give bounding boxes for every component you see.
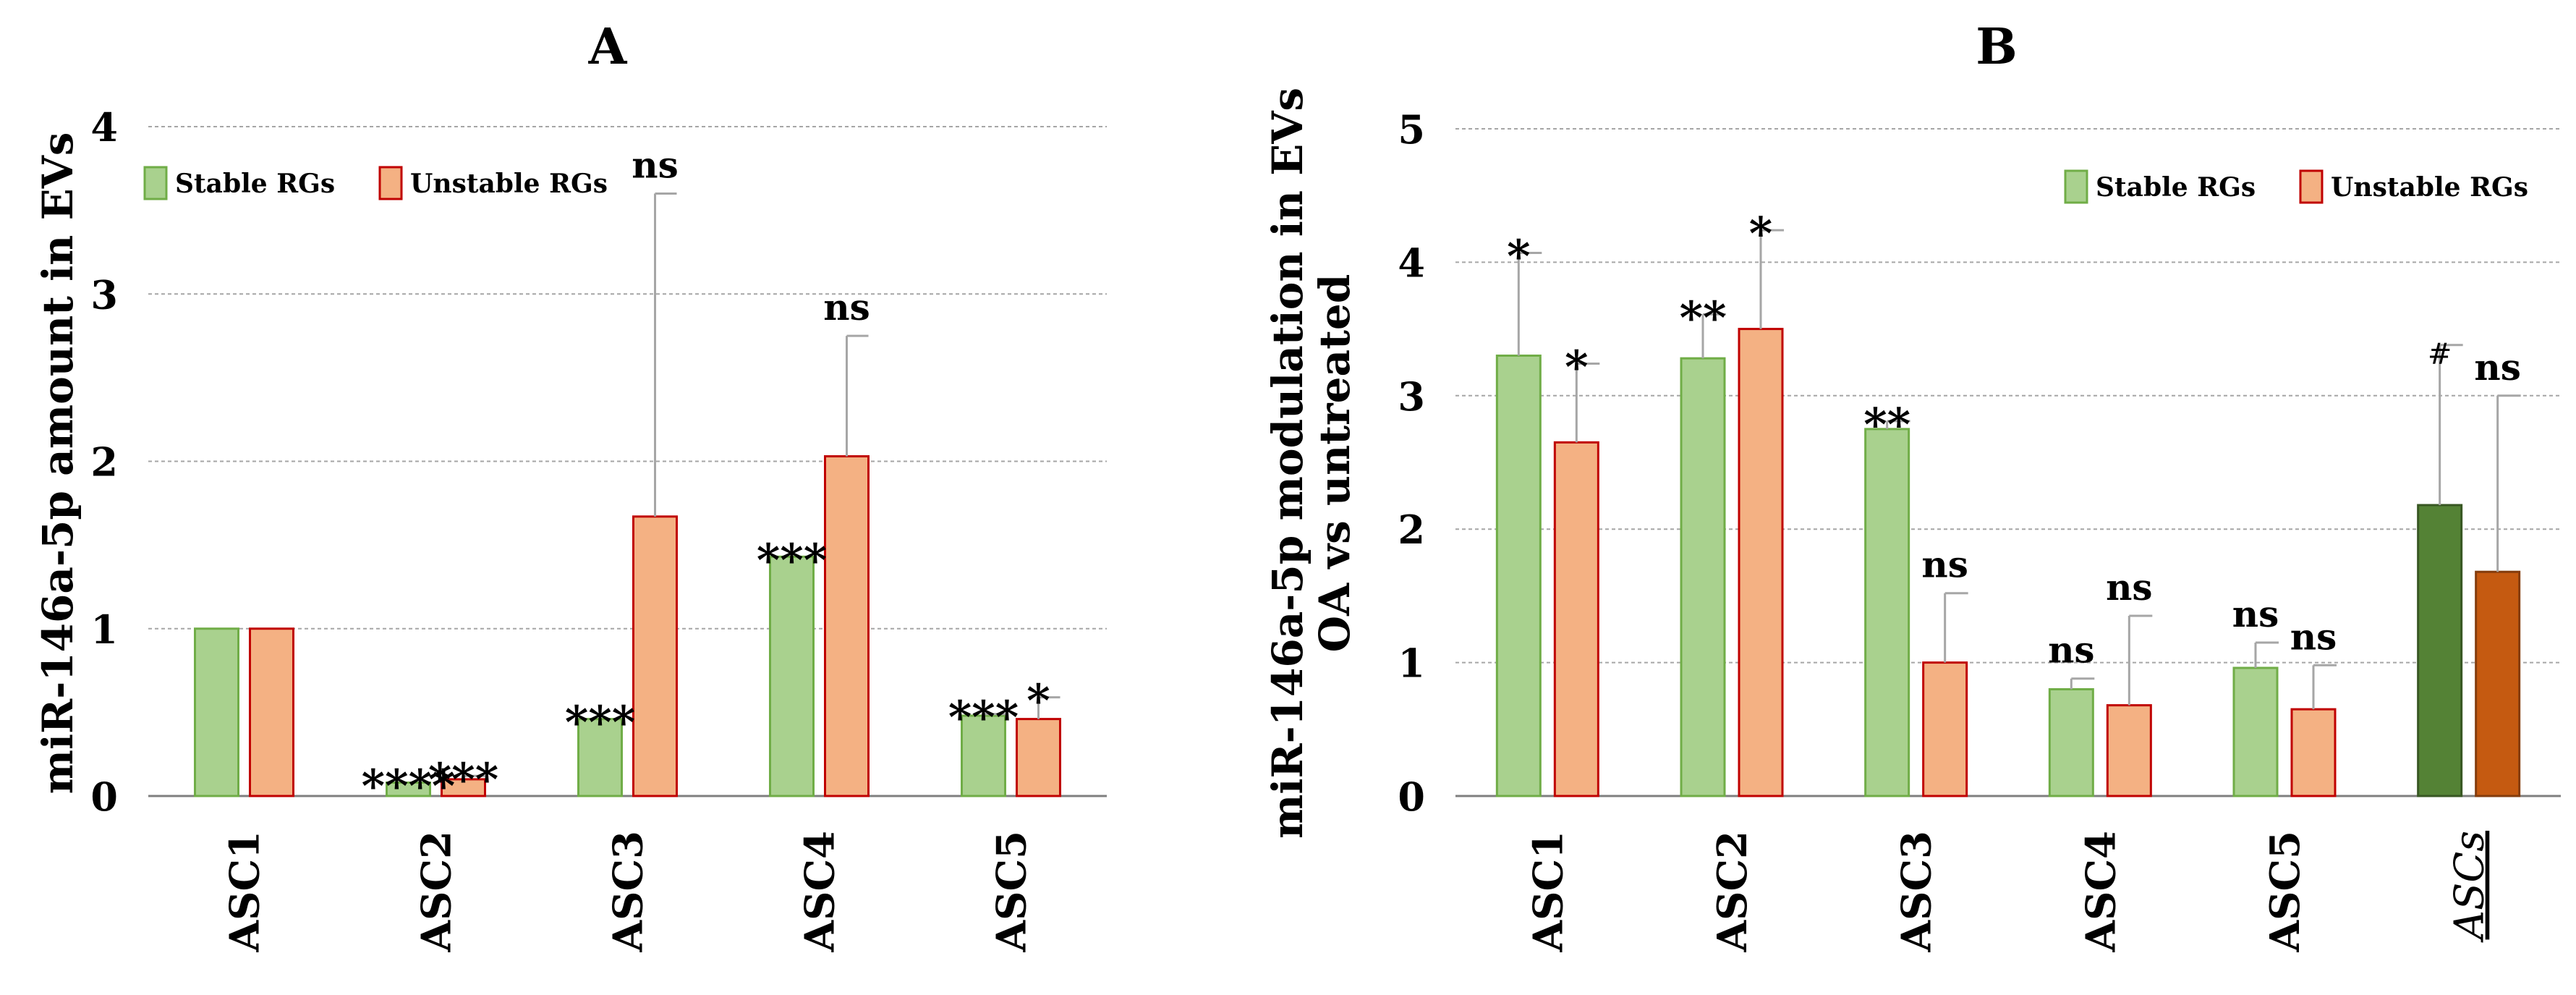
x-tick-label-asc5: ASC5 xyxy=(988,831,1036,952)
bar-unstable-asc5 xyxy=(1016,718,1061,797)
significance-label: ** xyxy=(1680,291,1727,344)
bar-stable-asc4 xyxy=(769,555,815,797)
legend-swatch-stable xyxy=(143,166,168,200)
significance-label: *** xyxy=(757,533,827,586)
panel-b-bars xyxy=(1495,328,2521,797)
y-tick-label: 5 xyxy=(1398,106,1425,153)
panel-b-title: B xyxy=(1976,18,2017,76)
bar-stable-asc5 xyxy=(961,714,1006,797)
significance-label: *** xyxy=(428,753,498,805)
x-tick-label-asc3: ASC3 xyxy=(605,831,652,952)
bar-unstable-asc2 xyxy=(1738,328,1784,797)
x-tick-label-asc5: ASC5 xyxy=(2261,831,2309,952)
x-tick-label-asc4: ASC4 xyxy=(796,831,844,952)
y-tick-label: 2 xyxy=(1398,507,1425,553)
significance-label: *** xyxy=(948,691,1019,744)
significance-label: # xyxy=(2428,338,2452,371)
bar-unstable-asc4 xyxy=(2106,704,2152,797)
significance-label: * xyxy=(1507,229,1530,282)
legend-label-stable: Stable RGs xyxy=(2096,172,2256,203)
significance-label: ns xyxy=(2232,593,2279,635)
panel-a-ylabel: miR-146a-5p amount in EVs xyxy=(33,132,82,795)
panel-a-error-bars xyxy=(462,192,1060,779)
y-tick-label: 1 xyxy=(1398,640,1425,687)
bar-stable-asc5 xyxy=(2232,666,2279,797)
legend-label-unstable: Unstable RGs xyxy=(2331,172,2528,203)
panel-b-x-tick-labels: ASC1 ASC2 ASC3 ASC4 ASC5 ASCs xyxy=(1524,831,2493,952)
panel-a-legend: Stable RGs Unstable RGs xyxy=(143,166,608,200)
panel-b-gridlines xyxy=(1455,128,2561,797)
panel-a-significance-labels: **********ns***ns*** * xyxy=(362,144,1050,813)
legend-swatch-unstable xyxy=(378,166,403,200)
bar-unstable-asc3 xyxy=(632,515,678,797)
bar-stable-asc1 xyxy=(194,627,239,797)
x-tick-label-asc2: ASC2 xyxy=(413,831,461,952)
y-tick-label: 0 xyxy=(90,774,118,820)
x-tick-label-asc4: ASC4 xyxy=(2077,831,2125,952)
significance-label: *** xyxy=(565,696,635,749)
legend-swatch-stable xyxy=(2064,169,2088,204)
y-tick-label: 3 xyxy=(1398,373,1425,420)
significance-label: ns xyxy=(2048,629,2095,672)
panel-b-ylabel-line2: OA vs untreated xyxy=(1310,274,1359,653)
y-tick-label: 4 xyxy=(1398,240,1425,286)
x-tick-label-asc2: ASC2 xyxy=(1709,831,1756,952)
y-tick-label: 0 xyxy=(1398,774,1425,820)
significance-label: ns xyxy=(823,286,870,329)
panel-b-error-bars xyxy=(1517,229,2521,710)
bar-unstable-asc1 xyxy=(249,627,294,797)
significance-label: ns xyxy=(2474,346,2521,389)
significance-label: ns xyxy=(632,144,679,187)
bar-stable-asc2 xyxy=(1680,357,1726,797)
bar-unstable-asc5 xyxy=(2290,708,2337,797)
significance-label: ns xyxy=(1921,543,1968,586)
significance-label: ns xyxy=(2106,566,2153,609)
bar-stable-asc1 xyxy=(1495,354,1542,797)
panel-b: B miR-146a-5p modulation in EVs OA vs un… xyxy=(1263,18,2561,952)
legend-label-stable: Stable RGs xyxy=(175,169,335,199)
x-tick-label-asc3: ASC3 xyxy=(1893,831,1941,952)
bar-unstable-asc1 xyxy=(1553,441,1599,797)
x-tick-label-ascs: ASCs xyxy=(2447,831,2494,943)
panel-b-ylabel-line1: miR-146a-5p modulation in EVs xyxy=(1263,88,1312,839)
panel-a-x-tick-labels: ASC1 ASC2 ASC3 ASC4 ASC5 xyxy=(221,831,1036,952)
y-tick-label: 4 xyxy=(90,104,118,151)
bar-stable-ascs xyxy=(2417,504,2463,797)
significance-label: ** xyxy=(1863,398,1910,451)
x-tick-label-asc1: ASC1 xyxy=(221,831,269,952)
panel-a-gridlines xyxy=(148,126,1107,797)
significance-label: * xyxy=(1565,341,1588,394)
panel-a-bars xyxy=(194,455,1061,797)
bar-stable-asc3 xyxy=(1864,428,1910,797)
significance-label: * xyxy=(1749,207,1772,260)
legend-label-unstable: Unstable RGs xyxy=(410,169,608,199)
panel-a-title: A xyxy=(588,18,628,76)
significance-label: **** xyxy=(362,760,456,813)
bar-stable-asc3 xyxy=(577,718,623,797)
y-tick-label: 2 xyxy=(90,439,118,486)
y-tick-label: 1 xyxy=(90,606,118,653)
significance-label: * xyxy=(1026,674,1050,727)
bar-unstable-asc3 xyxy=(1922,661,1968,797)
bar-stable-asc2 xyxy=(386,782,431,797)
panel-b-y-tick-labels: 0 1 2 3 4 5 xyxy=(1398,106,1425,820)
bar-unstable-asc4 xyxy=(824,455,870,797)
y-tick-label: 3 xyxy=(90,271,118,318)
legend-swatch-unstable xyxy=(2299,169,2324,204)
bar-unstable-ascs xyxy=(2475,570,2521,797)
panel-a-y-tick-labels: 0 1 2 3 4 xyxy=(90,104,118,820)
bar-stable-asc4 xyxy=(2048,687,2094,797)
panel-b-legend: Stable RGs Unstable RGs xyxy=(2064,169,2528,204)
significance-label: ns xyxy=(2290,615,2337,658)
x-tick-label-asc1: ASC1 xyxy=(1524,831,1572,952)
